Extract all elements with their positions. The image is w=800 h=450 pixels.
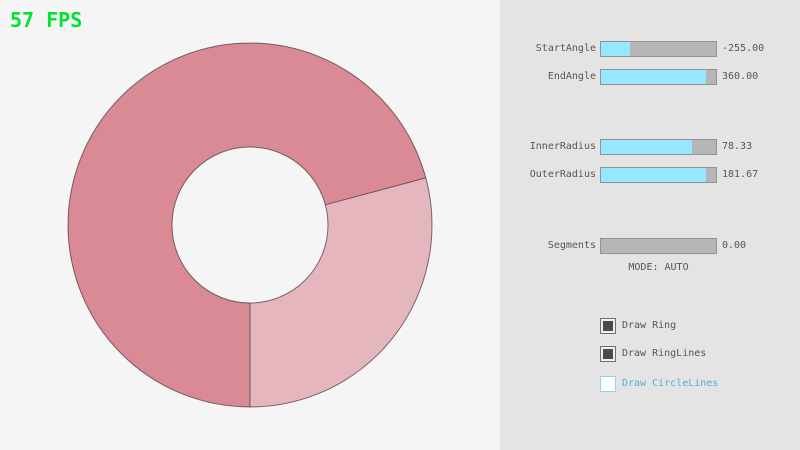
- slider-fill: [601, 70, 706, 84]
- slider-row-outer-radius: OuterRadius 181.67: [0, 167, 800, 183]
- draw-ringlines-label: Draw RingLines: [622, 348, 707, 359]
- ring-outlines: [67, 42, 433, 408]
- slider-row-end-angle: EndAngle 360.00: [0, 69, 800, 85]
- segments-value: 0.00: [722, 240, 747, 251]
- start-angle-slider[interactable]: [600, 41, 717, 57]
- slider-row-segments: Segments 0.00: [0, 238, 800, 254]
- checkbox-check-icon: [603, 349, 613, 359]
- ring-canvas: [67, 42, 433, 408]
- slider-row-start-angle: StartAngle -255.00: [0, 41, 800, 57]
- segments-slider[interactable]: [600, 238, 717, 254]
- start-angle-label: StartAngle: [535, 43, 596, 54]
- checkbox-check-icon: [603, 321, 613, 331]
- draw-circlelines-label: Draw CircleLines: [622, 378, 719, 389]
- inner-radius-value: 78.33: [722, 141, 753, 152]
- slider-row-inner-radius: InnerRadius 78.33: [0, 139, 800, 155]
- segments-label: Segments: [547, 240, 596, 251]
- end-angle-label: EndAngle: [547, 71, 596, 82]
- end-angle-slider[interactable]: [600, 69, 717, 85]
- slider-fill: [601, 168, 706, 182]
- checkbox-row-draw-ring: Draw Ring: [0, 318, 800, 334]
- end-angle-value: 360.00: [722, 71, 759, 82]
- draw-ring-label: Draw Ring: [622, 320, 677, 331]
- checkbox-check-icon: [603, 379, 613, 389]
- checkbox-row-draw-circlelines: Draw CircleLines: [0, 376, 800, 392]
- fps-counter: 57 FPS: [10, 8, 83, 32]
- segments-mode-label: MODE: AUTO: [628, 262, 689, 273]
- ring-start-angle-line: [325, 177, 426, 206]
- draw-ring-checkbox[interactable]: [600, 318, 616, 334]
- draw-circlelines-checkbox[interactable]: [600, 376, 616, 392]
- start-angle-value: -255.00: [722, 43, 765, 54]
- slider-fill: [601, 42, 630, 56]
- outer-radius-slider[interactable]: [600, 167, 717, 183]
- ring-hole: [172, 147, 328, 303]
- ring-single-pass-sector: [250, 177, 433, 407]
- checkbox-row-draw-ringlines: Draw RingLines: [0, 346, 800, 362]
- slider-fill: [601, 140, 692, 154]
- inner-radius-label: InnerRadius: [529, 141, 596, 152]
- outer-radius-value: 181.67: [722, 169, 759, 180]
- outer-radius-label: OuterRadius: [529, 169, 596, 180]
- inner-radius-slider[interactable]: [600, 139, 717, 155]
- draw-ringlines-checkbox[interactable]: [600, 346, 616, 362]
